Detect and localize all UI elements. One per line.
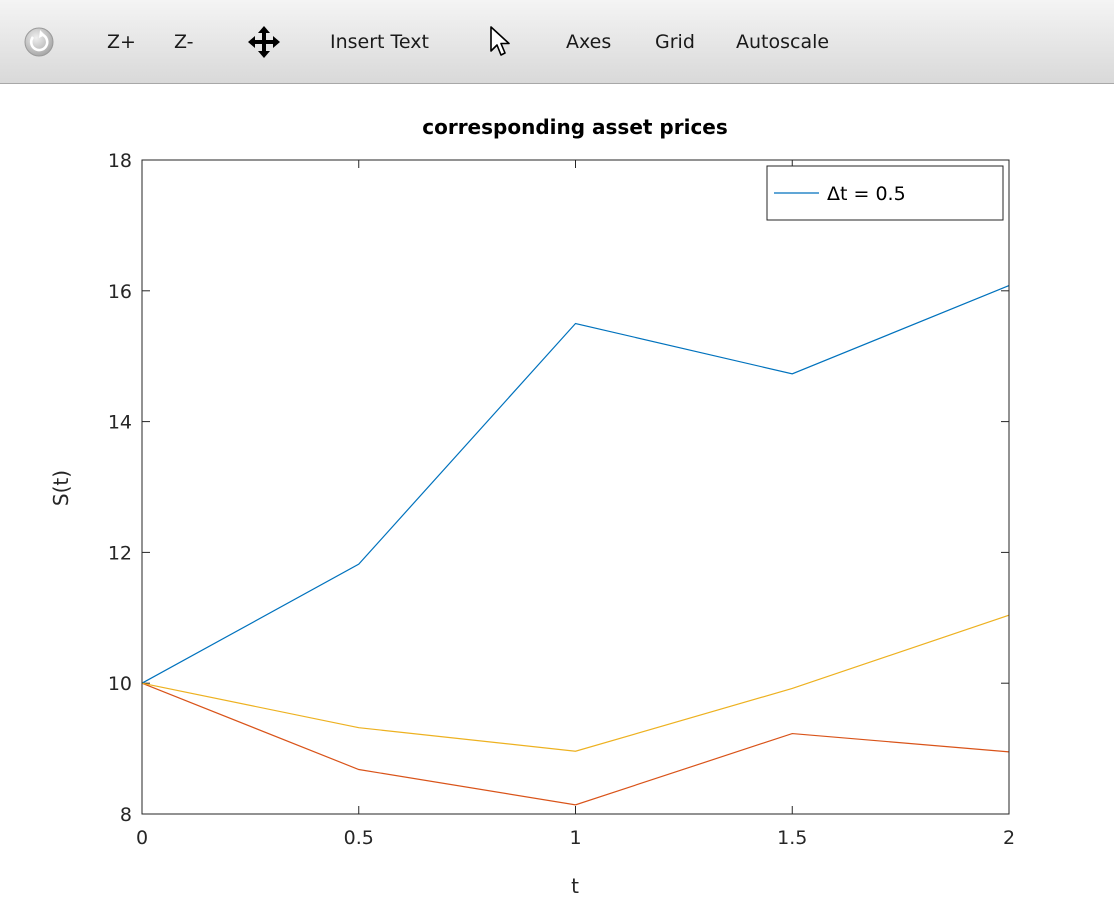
chart-title: corresponding asset prices [422, 115, 728, 139]
axes-box [141, 159, 1010, 815]
rotate-button[interactable] [22, 0, 56, 84]
y-tick-label: 10 [108, 673, 132, 695]
y-tick-label: 18 [108, 150, 132, 172]
series-line-1 [141, 285, 1010, 684]
y-tick-label: 12 [108, 542, 132, 564]
x-tick-label: 2 [1003, 827, 1015, 849]
y-tick-label: 8 [120, 804, 132, 826]
insert-text-button[interactable]: Insert Text [330, 31, 429, 53]
legend: Δt = 0.5 [766, 165, 1004, 221]
series-line-3 [141, 614, 1010, 752]
select-button[interactable] [488, 0, 512, 84]
y-tick-label: 16 [108, 281, 132, 303]
x-tick-label: 0.5 [344, 827, 374, 849]
x-tick-label: 0 [136, 827, 148, 849]
pan-button[interactable] [246, 0, 282, 84]
zoom-out-button[interactable]: Z- [174, 31, 194, 53]
y-tick-label: 14 [108, 412, 132, 434]
zoom-in-button[interactable]: Z+ [107, 31, 136, 53]
axis-ticks: 0 0.5 1 1.5 2 8 10 12 14 16 18 [108, 150, 1015, 849]
legend-entry-label: Δt = 0.5 [827, 183, 906, 205]
x-tick-label: 1 [569, 827, 581, 849]
y-axis-label: S(t) [49, 470, 73, 506]
cursor-arrow-icon [490, 26, 510, 56]
series-lines [141, 285, 1010, 806]
x-axis-label: t [571, 874, 579, 898]
series-line-2 [141, 682, 1010, 806]
axes-button[interactable]: Axes [566, 31, 612, 53]
line-chart: corresponding asset prices t S(t) 0 0.5 1 1… [49, 115, 1015, 898]
rotate-icon [24, 27, 54, 57]
autoscale-button[interactable]: Autoscale [736, 31, 830, 53]
grid-button[interactable]: Grid [655, 31, 695, 53]
x-tick-label: 1.5 [777, 827, 807, 849]
plot-toolbar: Z+ Z- Insert Text Axes Grid Autoscale [0, 0, 1114, 84]
pan-arrows-icon [248, 26, 280, 58]
